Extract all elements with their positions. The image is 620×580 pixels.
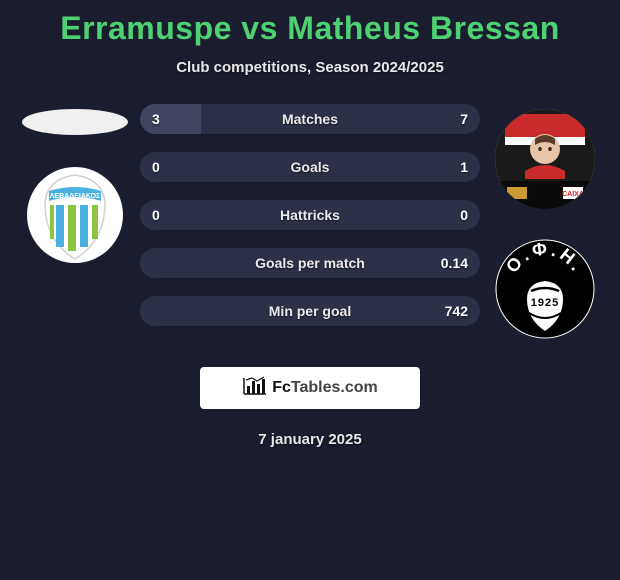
svg-text:ΛΕΒΑΔΕΙΑΚΟΣ: ΛΕΒΑΔΕΙΑΚΟΣ [50, 193, 101, 200]
stat-bar: 0.14 Goals per match [140, 248, 480, 278]
club-badge-right: Ο.Φ.Η. 1925 [495, 239, 595, 339]
svg-text:CAIXA: CAIXA [562, 191, 584, 198]
stat-value-left: 0 [140, 152, 172, 182]
stat-value-left: 0 [140, 200, 172, 230]
stat-value-right: 1 [448, 152, 480, 182]
stat-value-right: 742 [433, 296, 480, 326]
stat-label: Goals [291, 159, 330, 175]
stat-bar: 0 0 Hattricks [140, 200, 480, 230]
stat-value-right: 7 [448, 104, 480, 134]
content-row: ΛΕΒΑΔΕΙΑΚΟΣ 37Matches01Goals00Hattricks0… [0, 104, 620, 339]
player-photo-placeholder-icon: CAIXA [495, 109, 595, 209]
page-subtitle: Club competitions, Season 2024/2025 [0, 59, 620, 76]
stat-label: Matches [282, 111, 338, 127]
stat-bar: 742 Min per goal [140, 296, 480, 326]
stat-label: Hattricks [280, 207, 340, 223]
date-label: 7 january 2025 [0, 431, 620, 448]
page-title: Erramuspe vs Matheus Bressan [0, 10, 620, 47]
ofi-badge-icon: Ο.Φ.Η. 1925 [495, 239, 595, 339]
levadiakos-badge-icon: ΛΕΒΑΔΕΙΑΚΟΣ [25, 165, 125, 265]
player-avatar-right: CAIXA [495, 109, 595, 209]
stat-bar: 3 7 Matches [140, 104, 480, 134]
stat-label: Goals per match [255, 255, 365, 271]
brand-fc: Fc [272, 379, 291, 396]
brand-tables: Tables.com [291, 379, 378, 396]
stat-value-right: 0 [448, 200, 480, 230]
brand-text: FcTables.com [272, 379, 378, 397]
right-column: CAIXA Ο.Φ.Η. 1925 [490, 104, 600, 339]
brand-box: FcTables.com [200, 367, 420, 409]
bar-chart-icon [242, 376, 268, 400]
stat-bar: 0 1 Goals [140, 152, 480, 182]
stat-value-left [140, 296, 164, 326]
stat-label: Min per goal [269, 303, 351, 319]
stat-value-right: 0.14 [429, 248, 480, 278]
left-column: ΛΕΒΑΔΕΙΑΚΟΣ [20, 104, 130, 265]
comparison-infographic: Erramuspe vs Matheus Bressan Club compet… [0, 0, 620, 580]
svg-text:1925: 1925 [531, 297, 559, 309]
player-avatar-left [22, 109, 128, 135]
stats-bars: 3 7 Matches 0 1 Goals 0 0 Hattricks 0.14 Goals per… [130, 104, 490, 326]
stat-value-left [140, 248, 164, 278]
stat-value-left: 3 [140, 104, 172, 134]
club-badge-left: ΛΕΒΑΔΕΙΑΚΟΣ [25, 165, 125, 265]
